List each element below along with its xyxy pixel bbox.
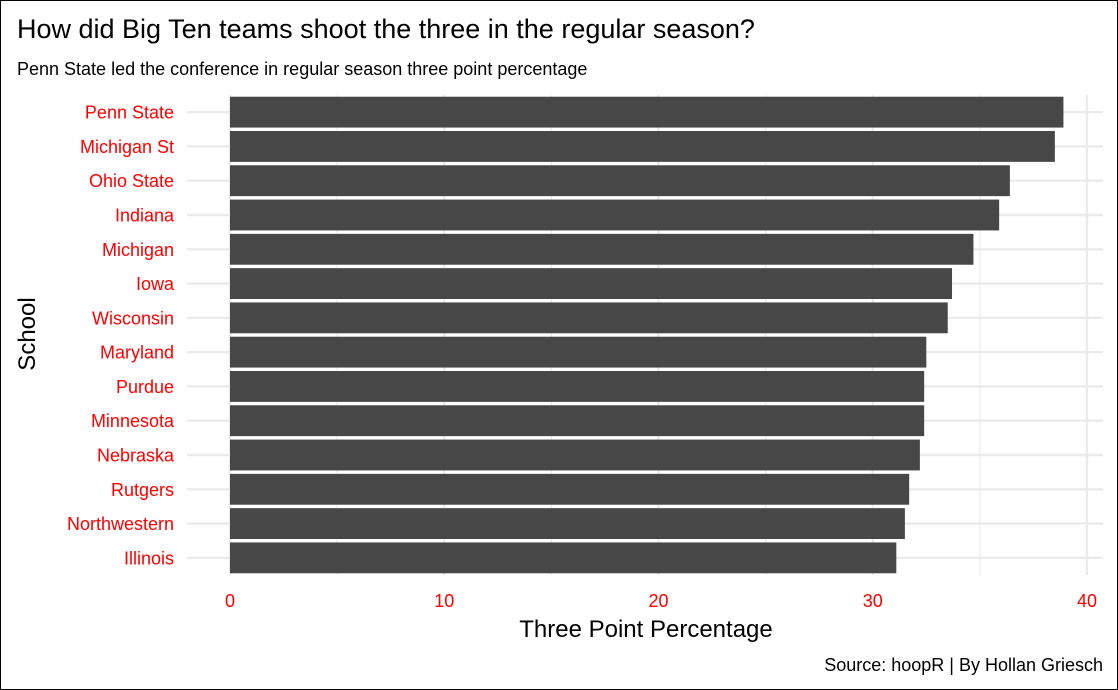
x-tick-label: 20 [648, 591, 668, 611]
bar [230, 96, 1064, 128]
y-tick-label: Ohio State [89, 171, 174, 191]
x-tick-label: 30 [863, 591, 883, 611]
bar [230, 199, 1000, 231]
y-tick-label: Purdue [116, 377, 174, 397]
y-tick-label: Michigan [102, 240, 174, 260]
y-tick-label: Michigan St [80, 137, 174, 157]
y-tick-label: Northwestern [67, 514, 174, 534]
x-tick-labels: 0 10 20 30 40 [225, 591, 1097, 611]
y-tick-labels: Penn State Michigan St Ohio State Indiana Mi… [67, 103, 175, 569]
x-tick-label: 40 [1077, 591, 1097, 611]
bar [230, 233, 974, 265]
y-tick-label: Maryland [100, 343, 174, 363]
bar [230, 371, 925, 402]
y-tick-label: Iowa [136, 274, 175, 294]
y-tick-label: Nebraska [97, 446, 175, 466]
bar [230, 473, 910, 505]
bars [230, 96, 1064, 574]
y-tick-label: Indiana [115, 206, 175, 226]
y-tick-label: Rutgers [111, 480, 174, 500]
bar [230, 405, 925, 437]
y-tick-label: Minnesota [91, 411, 175, 431]
y-tick-label: Wisconsin [92, 308, 174, 328]
bar [230, 439, 920, 471]
y-tick-label: Illinois [124, 548, 174, 568]
y-axis-label: School [14, 297, 41, 370]
bar [230, 302, 948, 334]
bar [230, 268, 953, 299]
x-tick-label: 10 [434, 591, 454, 611]
bar [230, 131, 1055, 162]
chart-subtitle: Penn State led the conference in regular… [17, 59, 587, 79]
bar [230, 542, 897, 574]
bar [230, 165, 1010, 197]
bar [230, 508, 905, 539]
chart-title: How did Big Ten teams shoot the three in… [17, 14, 755, 44]
y-tick-label: Penn State [85, 103, 174, 123]
chart-caption: Source: hoopR | By Hollan Griesch [824, 655, 1103, 675]
bar [230, 336, 927, 368]
x-axis-label: Three Point Percentage [519, 616, 773, 643]
x-tick-label: 0 [225, 591, 235, 611]
